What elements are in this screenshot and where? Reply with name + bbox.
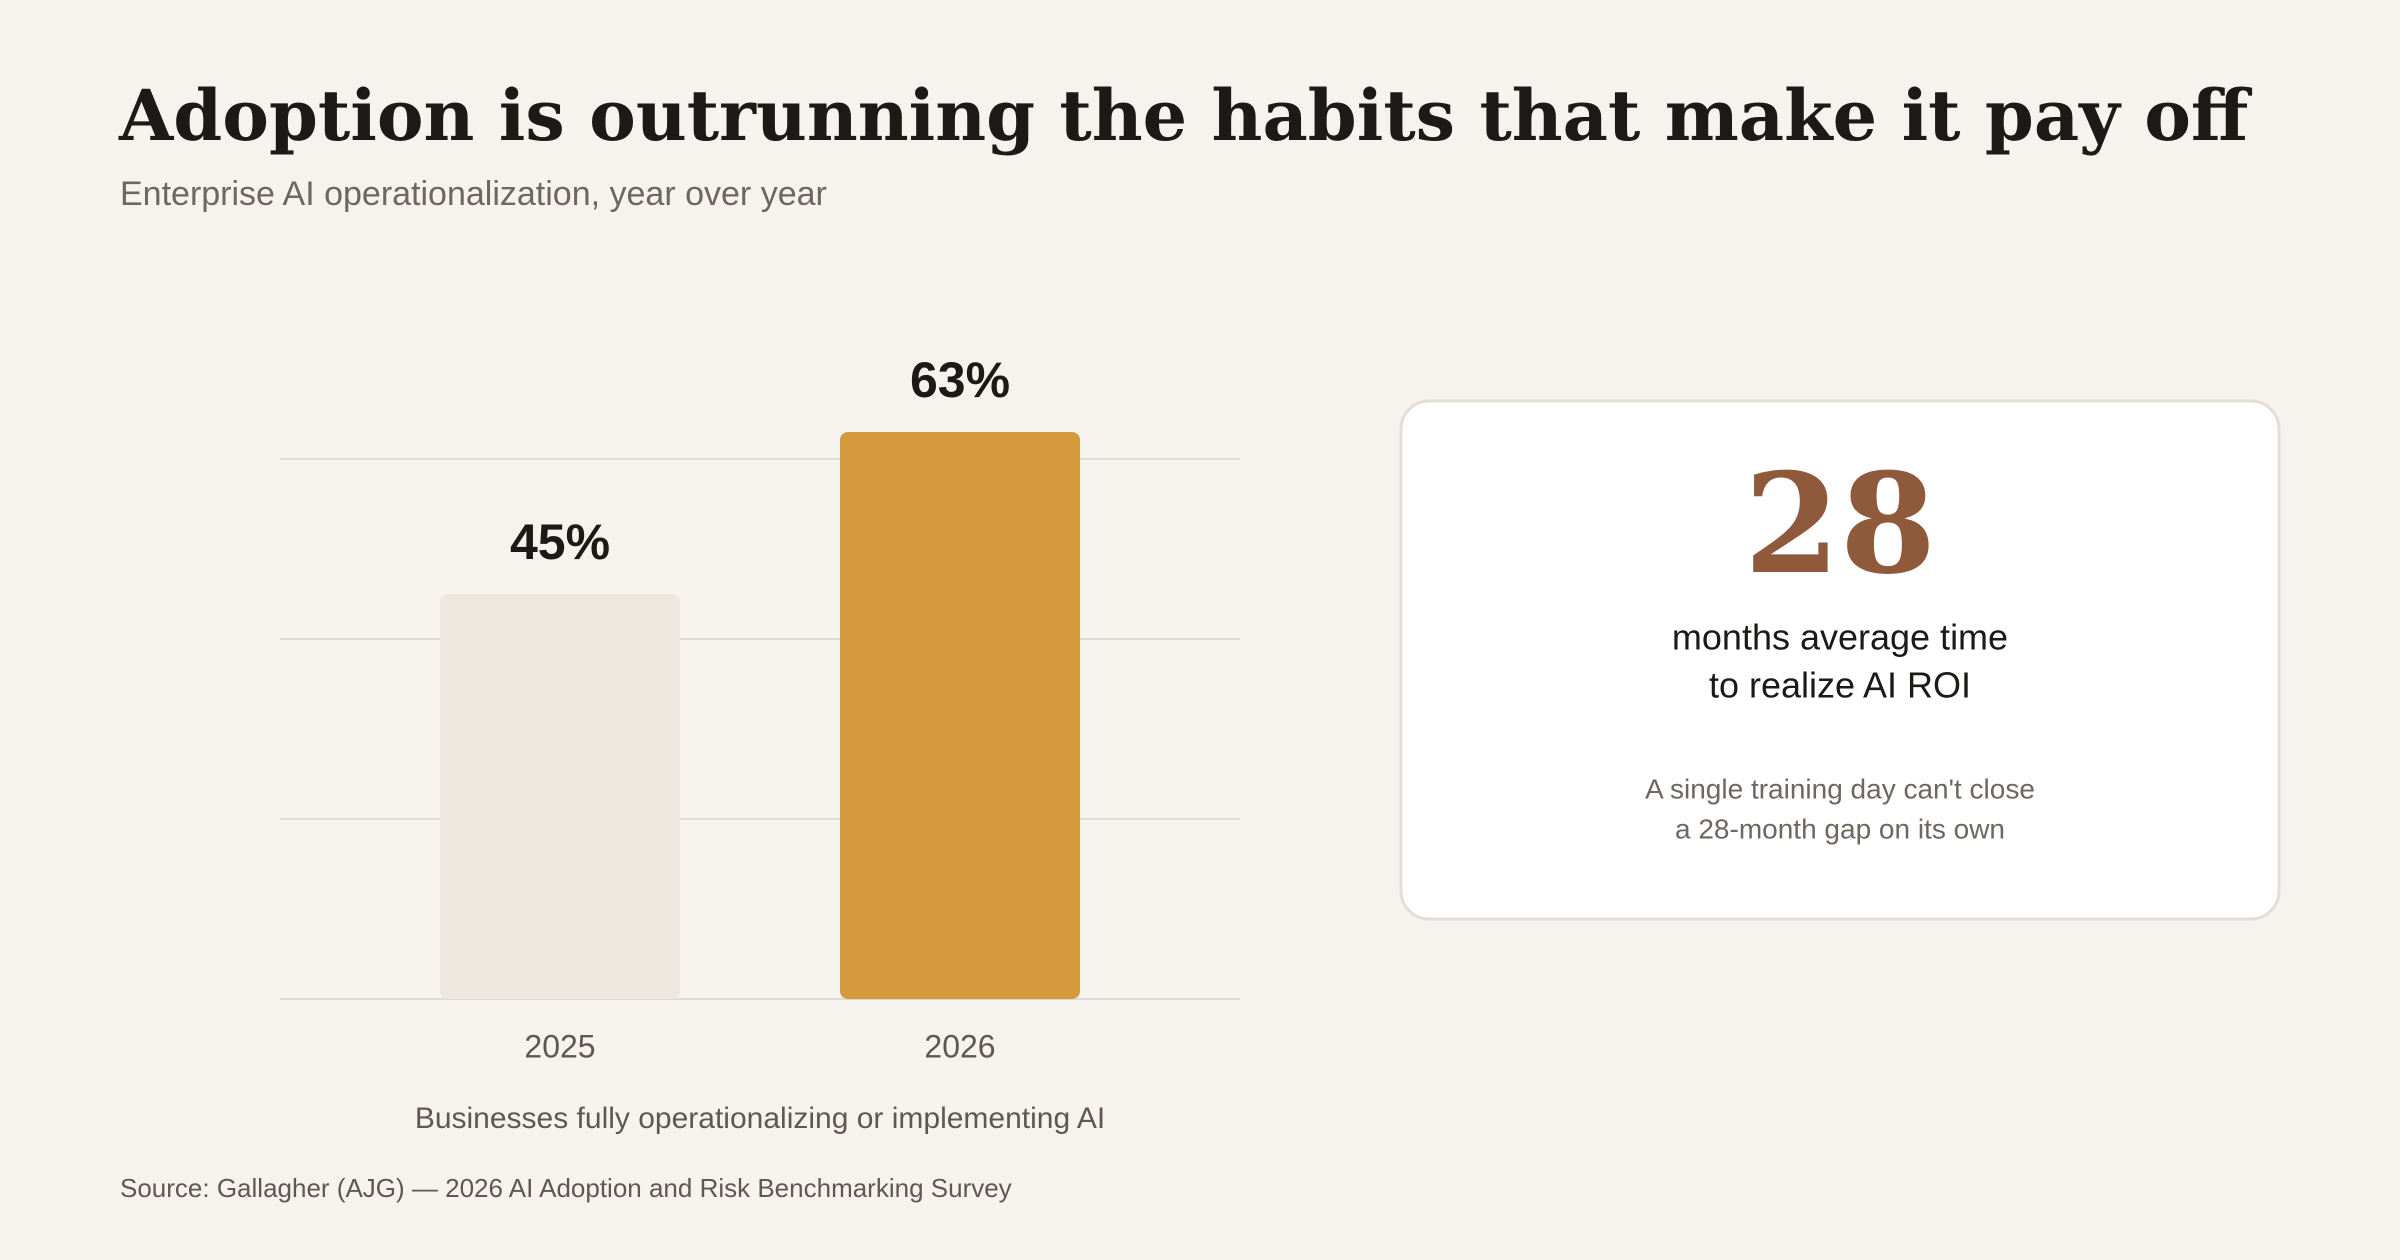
bar (840, 432, 1080, 999)
x-tick-label: 2025 (524, 1028, 595, 1064)
callout-card (1399, 399, 2281, 921)
x-tick-label: 2026 (924, 1028, 995, 1064)
callout-text: months average time (1672, 617, 2008, 658)
chart-subtitle: Enterprise AI operationalization, year o… (120, 175, 827, 213)
value-label: 45% (510, 514, 610, 570)
callout-text: to realize AI ROI (1709, 665, 1971, 706)
value-label: 63% (910, 352, 1010, 408)
bar (440, 594, 680, 999)
callout-note: A single training day can't close (1645, 773, 2035, 804)
callout-value: 28 (1744, 442, 1936, 605)
callout-note: a 28-month gap on its own (1675, 813, 2005, 844)
x-axis-label: Businesses fully operationalizing or imp… (415, 1102, 1105, 1135)
source: Source: Gallagher (AJG) — 2026 AI Adopti… (120, 1173, 1012, 1203)
chart-title: Adoption is outrunning the habits that m… (118, 74, 2253, 157)
